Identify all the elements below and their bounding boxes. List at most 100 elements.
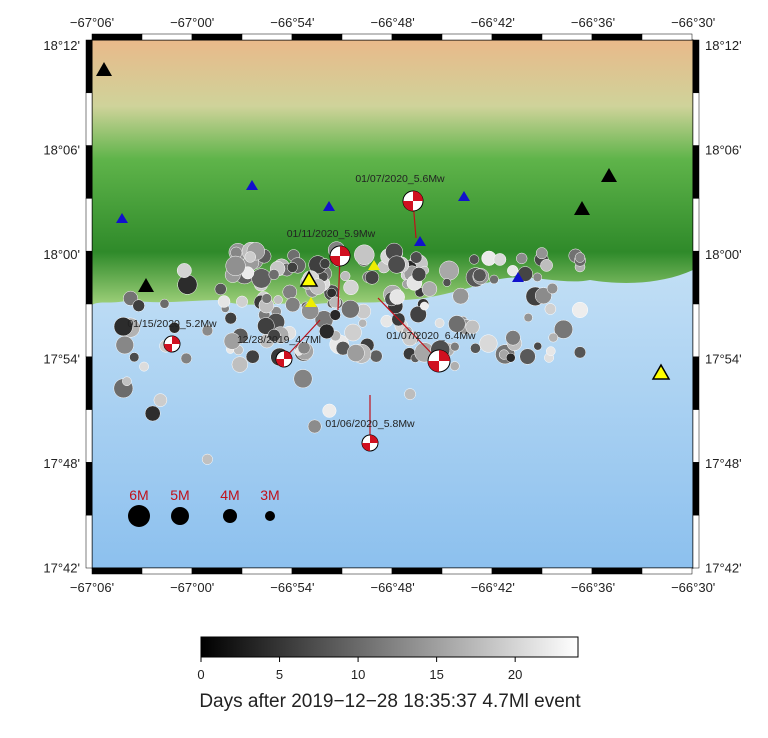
earthquake <box>387 255 406 274</box>
lon-label: −66°54' <box>270 580 314 595</box>
magnitude-label: 6M <box>129 487 148 503</box>
colorbar-label: Days after 2019−12−28 18:35:37 4.7Ml eve… <box>199 691 581 712</box>
frame-bar <box>641 33 693 41</box>
earthquake <box>177 274 198 295</box>
earthquake <box>574 252 586 263</box>
lat-label: 17°48' <box>43 456 80 471</box>
earthquake <box>421 281 438 297</box>
earthquake <box>540 259 553 272</box>
earthquake <box>533 341 543 351</box>
earthquake <box>180 352 192 365</box>
frame-bar <box>541 567 593 575</box>
frame-bar <box>591 567 643 575</box>
beachball-quadrant <box>276 351 292 367</box>
earthquake <box>341 299 360 319</box>
earthquake <box>329 309 341 321</box>
lon-label: −67°00' <box>170 15 214 30</box>
lat-label: 18°00' <box>43 247 80 262</box>
colorbar-tick-label: 10 <box>351 667 365 682</box>
earthquake <box>273 295 283 305</box>
earthquake <box>532 272 543 282</box>
lat-label: 18°06' <box>705 143 742 158</box>
colorbar <box>200 636 579 658</box>
lon-label: −67°06' <box>70 15 114 30</box>
earthquake <box>319 323 335 340</box>
frame-bar <box>692 145 700 199</box>
frame-bar <box>692 39 700 94</box>
lon-label: −66°48' <box>370 15 414 30</box>
earthquake <box>410 251 423 264</box>
earthquake <box>168 322 181 334</box>
lon-label: −66°48' <box>370 580 414 595</box>
earthquake <box>358 318 368 328</box>
earthquake <box>217 295 231 308</box>
colorbar-tick-label: 0 <box>197 667 204 682</box>
earthquake <box>380 314 393 328</box>
earthquake <box>452 287 469 305</box>
earthquake <box>439 260 459 281</box>
earthquake <box>546 282 558 295</box>
earthquake <box>470 342 481 354</box>
earthquakes <box>113 241 589 465</box>
earthquake <box>523 313 533 323</box>
frame-bar <box>692 250 700 305</box>
frame-bar <box>85 409 93 463</box>
earthquake <box>132 299 145 312</box>
earthquake <box>236 295 248 308</box>
earthquake <box>245 349 260 364</box>
frame-bar <box>692 514 700 569</box>
frame-bar <box>441 567 493 575</box>
lon-label: −66°30' <box>671 580 715 595</box>
earthquake <box>411 267 427 282</box>
frame-bar <box>85 92 93 146</box>
frame-bar <box>692 303 700 358</box>
earthquake <box>344 323 362 342</box>
event-label: 01/07/2020_5.6Mw <box>355 173 445 185</box>
earthquake <box>286 261 298 273</box>
earthquake <box>465 319 480 335</box>
frame-bar <box>391 33 443 41</box>
earthquake <box>223 332 241 350</box>
lat-label: 18°00' <box>705 247 742 262</box>
earthquake <box>340 270 351 282</box>
frame-bar <box>692 409 700 463</box>
magnitude-label: 3M <box>260 487 279 503</box>
lon-label: −67°06' <box>70 580 114 595</box>
earthquake <box>297 341 311 355</box>
lat-label: 17°54' <box>43 352 80 367</box>
frame-bar <box>241 33 293 41</box>
earthquake <box>516 252 528 265</box>
earthquake <box>493 253 507 266</box>
frame-bar <box>85 250 93 305</box>
frame-bar <box>641 567 693 575</box>
earthquake <box>489 274 499 285</box>
earthquake <box>159 298 170 309</box>
earthquake <box>448 315 466 333</box>
beachball-quadrant <box>428 350 450 372</box>
frame-bar <box>191 33 243 41</box>
earthquake <box>548 332 559 343</box>
stations <box>96 62 671 380</box>
colorbar-tick-label: 20 <box>508 667 522 682</box>
frame-bar <box>591 33 643 41</box>
frame-bar <box>85 145 93 199</box>
frame-bar <box>241 567 293 575</box>
earthquake <box>115 335 134 355</box>
earthquake <box>144 405 161 422</box>
earthquake <box>505 330 521 346</box>
earthquake <box>519 348 536 365</box>
earthquake <box>442 278 452 287</box>
earthquake <box>285 297 301 313</box>
earthquake <box>469 254 480 265</box>
earthquake <box>534 287 552 305</box>
earthquake <box>322 403 337 418</box>
beachball-quadrant <box>330 246 350 266</box>
earthquake <box>261 293 272 304</box>
earthquake <box>507 265 519 277</box>
earthquake <box>225 255 246 276</box>
earthquake <box>364 270 380 285</box>
frame-bar <box>85 39 93 94</box>
frame-bar <box>91 567 143 575</box>
